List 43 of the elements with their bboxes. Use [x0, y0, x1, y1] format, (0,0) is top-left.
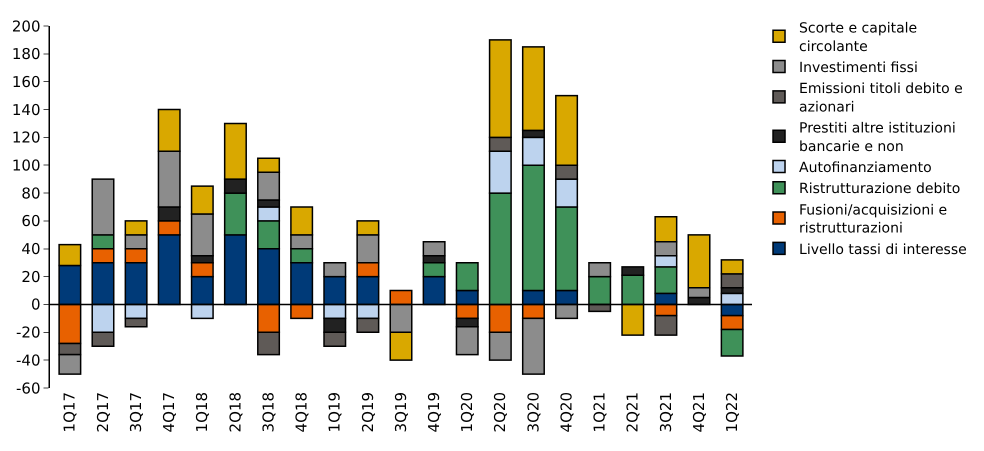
x-tick-label: 3Q21 [656, 392, 675, 432]
x-tick-label: 1Q18 [193, 392, 212, 432]
x-tick-label: 4Q20 [557, 392, 576, 432]
x-tick-label: 3Q17 [126, 392, 145, 432]
x-tick-label: 1Q20 [458, 392, 476, 432]
y-tick-label: 180 [12, 45, 40, 64]
y-tick-label: -40 [16, 351, 40, 370]
x-tick-label: 2Q17 [94, 392, 112, 432]
x-tick-label: 3Q19 [392, 392, 410, 432]
x-tick-label: 4Q17 [160, 392, 178, 432]
legend-label: Fusioni/acquisizioni e ristrutturazioni [799, 202, 948, 237]
legend-label: Scorte e capitale circolante [799, 20, 918, 55]
legend-label: Ristrutturazione debito [799, 181, 960, 198]
x-tick-label: 1Q21 [590, 392, 609, 432]
x-tick-label: 2Q21 [624, 392, 642, 432]
x-tick-label: 4Q19 [424, 392, 443, 432]
x-tick-label: 4Q18 [292, 392, 311, 432]
y-tick-label: 100 [12, 156, 40, 174]
y-tick-label: -20 [16, 324, 40, 342]
y-tick-label: 0 [30, 296, 40, 314]
y-tick-label: 160 [12, 72, 40, 91]
x-tick-label: 3Q20 [524, 392, 542, 432]
y-tick-label: 140 [12, 100, 40, 119]
x-tick-label: 1Q22 [723, 392, 742, 432]
x-tick-label: 2Q19 [358, 392, 377, 432]
y-tick-label: 60 [21, 212, 40, 230]
legend-label: Emissioni titoli debito e azionari [799, 81, 963, 116]
y-tick-label: 200 [12, 17, 40, 36]
legend-label: Autofinanziamento [799, 160, 932, 176]
y-tick-label: 20 [21, 268, 40, 286]
x-tick-label: 2Q20 [491, 392, 510, 432]
y-tick-label: -60 [16, 379, 40, 398]
x-tick-label: 1Q17 [60, 392, 79, 432]
y-tick-label: 120 [12, 128, 40, 147]
legend-label: Prestiti altre istituzioni bancarie e non [799, 120, 956, 155]
y-tick-label: 40 [21, 240, 40, 258]
x-tick-label: 2Q18 [226, 392, 244, 432]
legend-label: Livello tassi di interesse [799, 242, 967, 258]
x-tick-label: 4Q21 [690, 392, 708, 432]
legend-label: Investimenti fissi [799, 60, 918, 76]
y-tick-label: 80 [21, 184, 40, 202]
x-tick-label: 3Q18 [259, 392, 278, 432]
x-tick-label: 1Q19 [326, 392, 344, 432]
